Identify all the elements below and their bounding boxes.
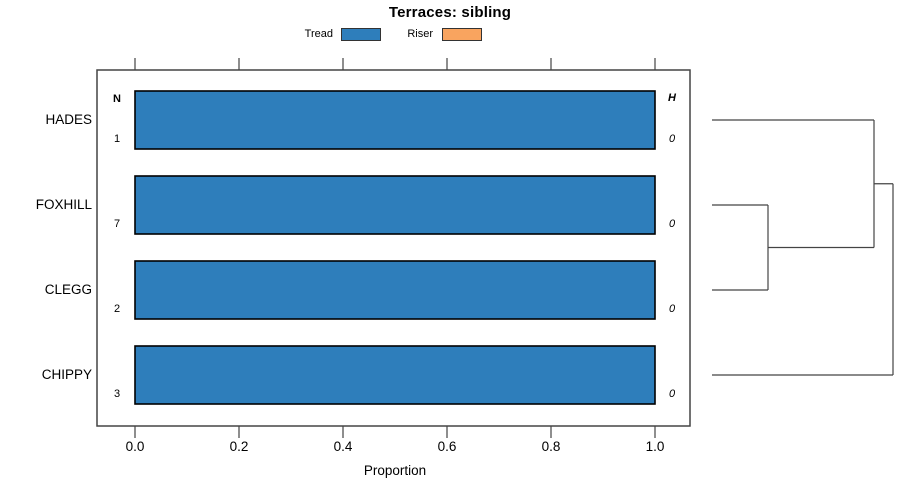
x-tick-label: 1.0 bbox=[645, 439, 665, 454]
h-value: 0 bbox=[668, 303, 676, 315]
legend-label-tread: Tread bbox=[304, 28, 333, 40]
x-tick-label: 0.0 bbox=[125, 439, 145, 454]
n-column-header: N bbox=[113, 93, 121, 105]
x-axis-title: Proportion bbox=[363, 463, 427, 478]
n-value: 7 bbox=[113, 218, 121, 230]
y-category-label: CLEGG bbox=[44, 282, 92, 297]
h-column-header: H bbox=[668, 92, 676, 104]
h-value: 0 bbox=[668, 388, 676, 400]
bar-tread-chippy bbox=[134, 345, 656, 405]
plot-border bbox=[96, 69, 691, 427]
y-category-label: FOXHILL bbox=[35, 197, 92, 212]
chart-title: Terraces: sibling bbox=[388, 4, 512, 21]
n-value: 1 bbox=[113, 133, 121, 145]
x-tick-label: 0.4 bbox=[333, 439, 353, 454]
legend-swatch-riser bbox=[442, 28, 482, 41]
bar-tread-foxhill bbox=[134, 175, 656, 235]
legend-swatch-tread bbox=[341, 28, 381, 41]
legend-label-riser: Riser bbox=[407, 28, 433, 40]
n-value: 3 bbox=[113, 388, 121, 400]
x-tick-label: 0.6 bbox=[437, 439, 457, 454]
x-tick-label: 0.8 bbox=[541, 439, 561, 454]
n-value: 2 bbox=[113, 303, 121, 315]
bar-tread-clegg bbox=[134, 260, 656, 320]
h-value: 0 bbox=[668, 133, 676, 145]
h-value: 0 bbox=[668, 218, 676, 230]
x-tick-label: 0.2 bbox=[229, 439, 249, 454]
y-category-label: HADES bbox=[45, 112, 92, 127]
bar-tread-hades bbox=[134, 90, 656, 150]
y-category-label: CHIPPY bbox=[41, 367, 92, 382]
